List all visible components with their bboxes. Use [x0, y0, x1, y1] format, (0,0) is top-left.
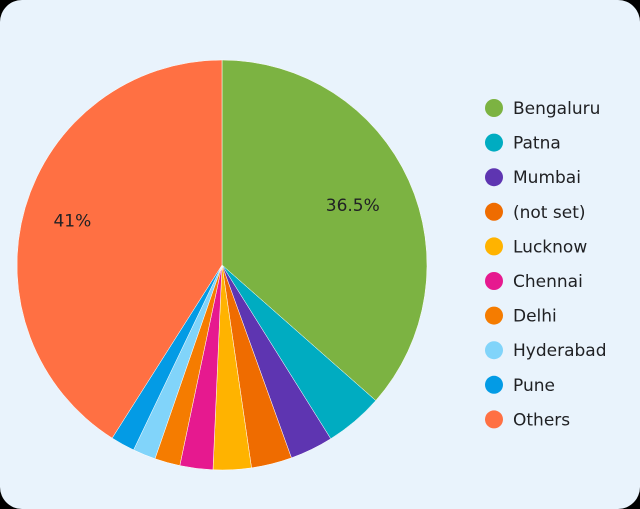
legend-label: Hyderabad	[513, 341, 607, 361]
legend-label: Mumbai	[513, 168, 581, 188]
legend-swatch	[485, 272, 503, 290]
pie-slice	[221, 59, 428, 401]
legend-swatch	[485, 99, 503, 117]
legend-swatch	[485, 133, 503, 152]
legend-swatch	[485, 341, 503, 360]
legend-label: Patna	[513, 134, 561, 154]
legend-swatch	[485, 202, 503, 221]
legend-label: Chennai	[513, 272, 583, 292]
legend-swatch	[485, 375, 503, 394]
value-label: 36.5%	[326, 196, 380, 216]
legend-swatch	[485, 410, 503, 429]
legend-label: (not set)	[513, 203, 586, 223]
legend-label: Lucknow	[513, 237, 587, 257]
legend-swatch	[485, 237, 503, 256]
legend-swatch	[485, 168, 503, 187]
legend-label: Pune	[513, 376, 555, 396]
value-label: 41%	[53, 212, 91, 232]
legend-label: Bengaluru	[513, 99, 600, 119]
legend-label: Delhi	[513, 307, 557, 327]
legend-swatch	[485, 306, 503, 325]
legend-label: Others	[513, 410, 570, 430]
pie-slice	[16, 59, 223, 439]
